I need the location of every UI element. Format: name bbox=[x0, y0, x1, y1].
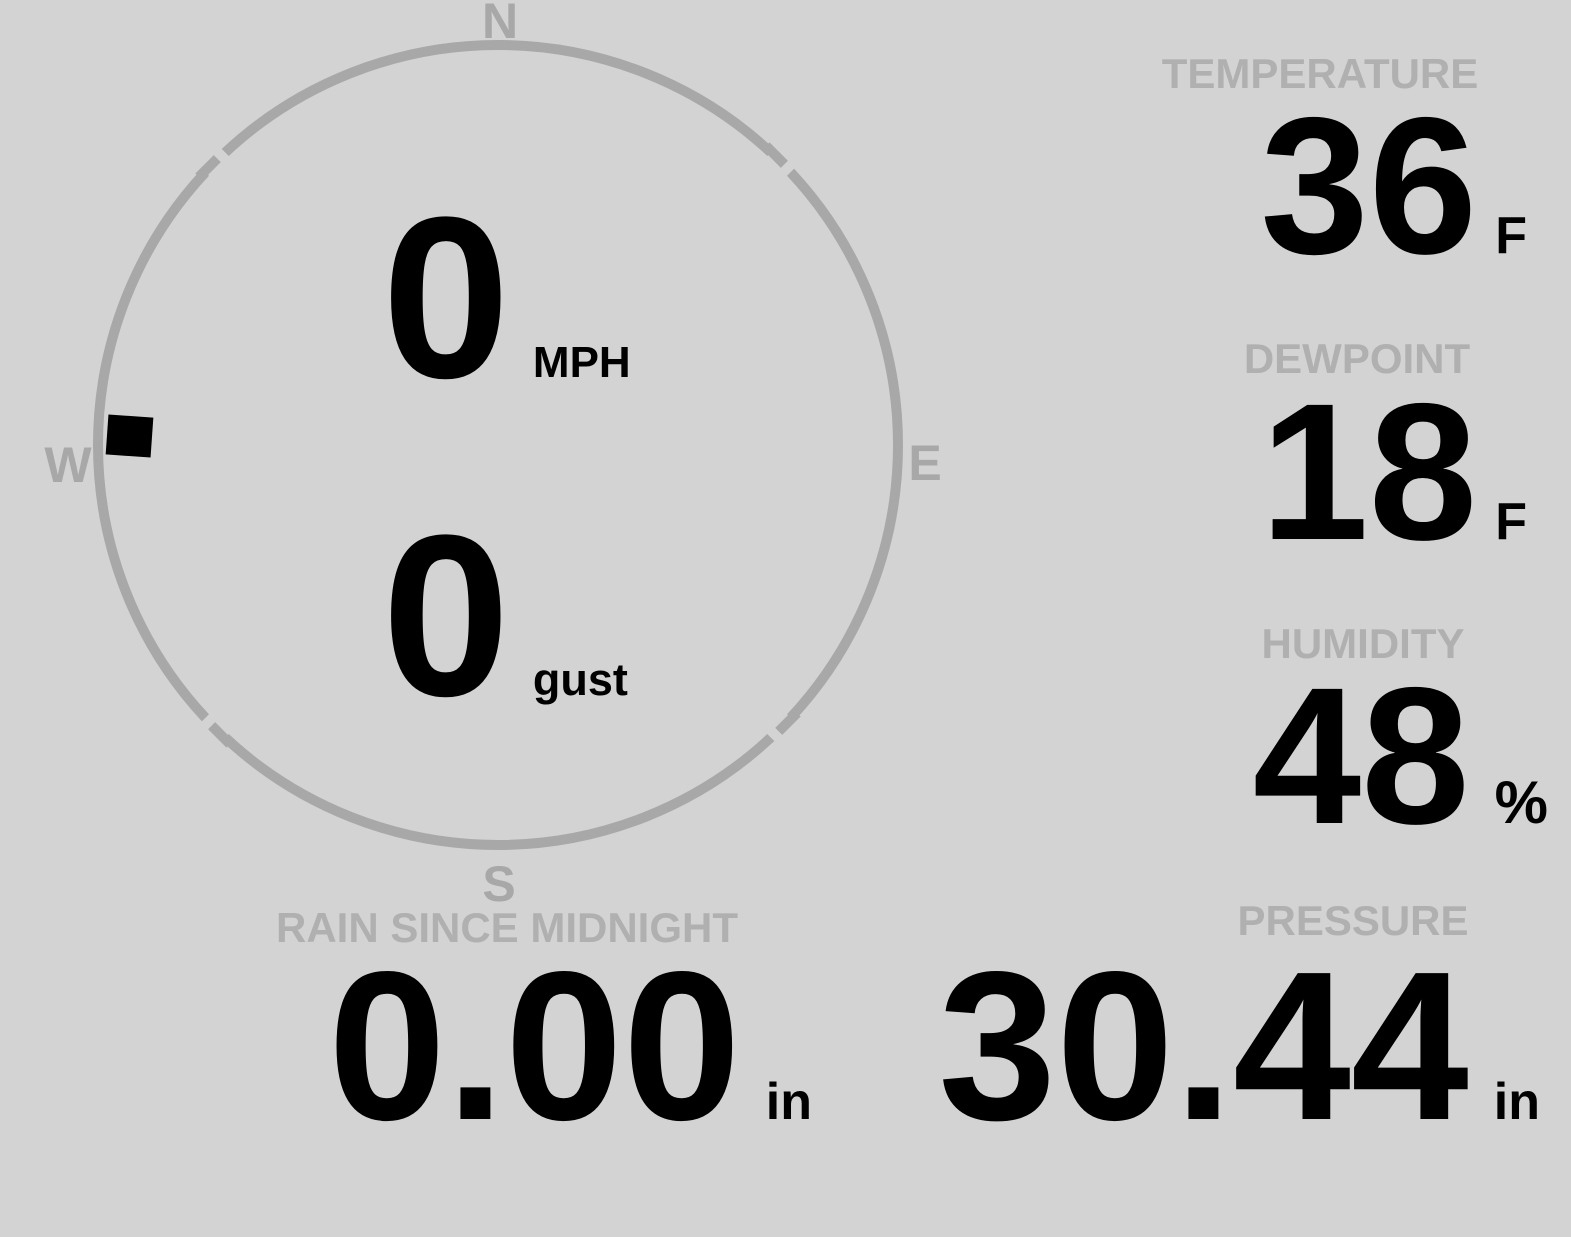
compass-label-w: W bbox=[44, 437, 92, 493]
humidity-value: 48 bbox=[1252, 647, 1470, 865]
wind-speed-value: 0 bbox=[382, 169, 510, 426]
wind-gust-readout: 0 gust bbox=[382, 501, 628, 731]
rain-unit: in bbox=[765, 1073, 812, 1131]
wind-speed-readout: 0 MPH bbox=[382, 183, 631, 413]
compass-tick-nw bbox=[195, 146, 233, 181]
wind-gust-unit: gust bbox=[532, 654, 628, 705]
humidity-unit: % bbox=[1494, 769, 1548, 836]
compass-tick-sw bbox=[199, 710, 234, 748]
compass-label-s: S bbox=[482, 856, 516, 912]
wind-direction-marker bbox=[105, 414, 154, 458]
pressure-label: PRESSURE bbox=[1237, 897, 1469, 944]
dewpoint-value: 18 bbox=[1260, 363, 1478, 581]
pressure-value: 30.44 bbox=[938, 927, 1469, 1164]
pressure-unit: in bbox=[1493, 1073, 1540, 1131]
compass-label-n: N bbox=[481, 0, 519, 49]
dewpoint-label: DEWPOINT bbox=[1243, 335, 1471, 382]
wind-gust-value: 0 bbox=[382, 487, 510, 744]
rain-value: 0.00 bbox=[328, 927, 741, 1164]
temperature-unit: F bbox=[1495, 207, 1527, 265]
wind-speed-unit: MPH bbox=[532, 338, 631, 387]
compass-tick-ne bbox=[762, 142, 797, 180]
rain-label: RAIN SINCE MIDNIGHT bbox=[276, 904, 738, 951]
humidity-readout: 48 % bbox=[1253, 659, 1548, 854]
temperature-value: 36 bbox=[1260, 77, 1478, 295]
compass-circle bbox=[93, 40, 903, 850]
compass-label-e: E bbox=[908, 435, 942, 491]
temperature-readout: 36 F bbox=[1260, 89, 1527, 284]
pressure-readout: 30.44 in bbox=[938, 940, 1540, 1152]
compass-tick-se bbox=[763, 709, 801, 744]
rain-readout: 0.00 in bbox=[328, 940, 812, 1152]
dewpoint-readout: 18 F bbox=[1260, 375, 1527, 570]
dewpoint-unit: F bbox=[1495, 493, 1527, 551]
temperature-label: TEMPERATURE bbox=[1161, 50, 1479, 97]
humidity-label: HUMIDITY bbox=[1261, 620, 1465, 667]
